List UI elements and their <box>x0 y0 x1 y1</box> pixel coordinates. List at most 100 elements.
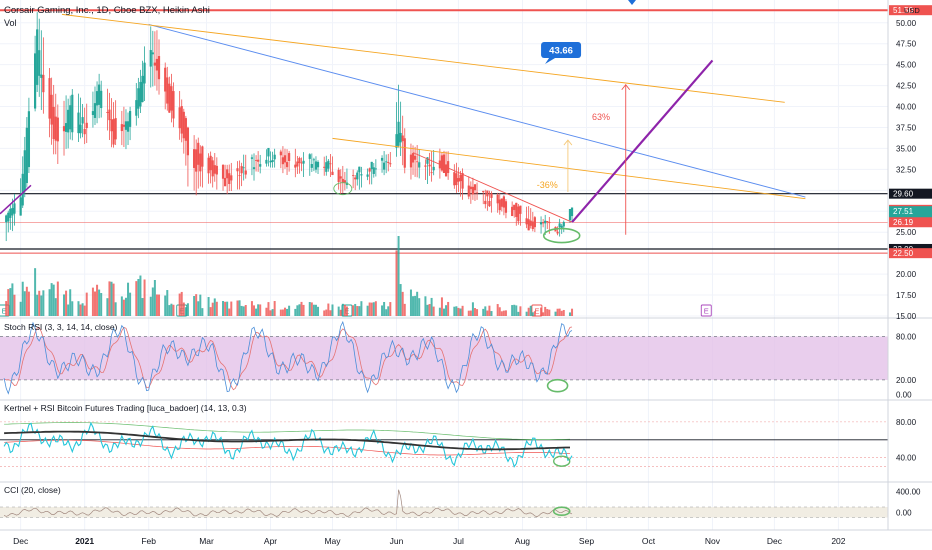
earnings-marker[interactable] <box>700 304 712 317</box>
kertnel-rsi-title[interactable]: Kertnel + RSI Bitcoin Futures Trading [l… <box>4 403 247 413</box>
candle-body <box>93 103 97 118</box>
highlight-ellipse-may[interactable] <box>333 182 353 196</box>
candle-body <box>157 56 161 80</box>
scroll-marker-icon[interactable] <box>628 0 636 5</box>
trend-line-blue[interactable] <box>148 23 806 198</box>
volume-bar <box>34 268 37 316</box>
volume-bar <box>366 305 369 316</box>
candle-body <box>240 166 243 174</box>
volume-bar <box>271 309 274 316</box>
symbol-title[interactable]: Corsair Gaming, Inc., 1D, Cboe BZX, Heik… <box>4 5 210 16</box>
volume-bar <box>201 308 204 316</box>
volume-bar <box>416 291 419 316</box>
measure-arrowhead-63 <box>621 84 631 91</box>
candle-body <box>164 67 167 92</box>
candle-body <box>230 175 233 181</box>
volume-bar <box>255 308 258 316</box>
candle-body <box>221 165 225 179</box>
stoch-tick-label: 20.00 <box>896 376 917 385</box>
volume-bar <box>356 306 359 316</box>
volume-bar <box>308 302 311 316</box>
candle-body <box>331 171 334 176</box>
highlight-ellipse-kertnel[interactable] <box>553 455 571 467</box>
cci-line[interactable] <box>3 489 573 518</box>
candle-body <box>180 106 183 134</box>
candle-body <box>13 203 16 214</box>
candle-body <box>548 222 551 224</box>
trend-line-orange-upper[interactable] <box>61 13 785 103</box>
candle-body <box>533 217 536 228</box>
volume-bar <box>81 303 84 316</box>
cci-pane[interactable] <box>0 489 888 518</box>
candle-body <box>403 138 406 168</box>
volume-bar <box>21 281 24 316</box>
volume-bar <box>110 281 113 316</box>
trend-line-red-descending[interactable] <box>412 152 573 223</box>
highlight-ellipse-stoch[interactable] <box>546 378 569 393</box>
candle-body <box>285 162 289 168</box>
candle-body <box>498 199 501 211</box>
stoch-rsi-title[interactable]: Stoch RSI (3, 3, 14, 14, close) <box>4 322 118 332</box>
candle-body <box>23 150 26 191</box>
volume-pane <box>5 236 574 316</box>
candle-body <box>488 201 491 207</box>
volume-bar <box>226 301 229 316</box>
stoch-d-line[interactable] <box>3 326 573 391</box>
candle-body <box>457 178 460 182</box>
cci-title[interactable]: CCI (20, close) <box>4 485 61 495</box>
volume-bar <box>482 308 485 316</box>
volume-bar <box>244 305 247 316</box>
candle-body <box>213 165 216 174</box>
kertnel-upper-band[interactable] <box>4 422 571 440</box>
candle-body <box>149 50 152 67</box>
candle-body <box>182 111 185 139</box>
volume-bar <box>343 304 346 316</box>
candle-body <box>484 200 487 205</box>
trend-line-orange-lower[interactable] <box>332 137 806 200</box>
volume-bar <box>124 297 127 316</box>
volume-bar <box>135 281 138 316</box>
highlight-ellipse-aug[interactable] <box>542 227 581 244</box>
candle-body <box>83 128 86 135</box>
stoch-rsi-pane[interactable] <box>0 320 888 395</box>
stoch-k-line[interactable] <box>3 320 573 395</box>
price-label-tag <box>889 5 932 16</box>
kertnel-lower-band[interactable] <box>4 439 571 456</box>
volume-bar <box>9 288 12 316</box>
candle-body <box>467 185 470 197</box>
volume-bar <box>412 296 415 316</box>
candle-body <box>186 127 190 156</box>
volume-bar <box>11 283 14 316</box>
candle-body <box>387 162 390 163</box>
time-tick-label: 2021 <box>75 536 94 546</box>
kertnel-mid-line[interactable] <box>4 430 570 451</box>
volume-bar <box>296 305 299 316</box>
price-tick-label: 47.50 <box>896 40 917 49</box>
volume-bar <box>52 284 55 316</box>
price-label-value: 22.50 <box>893 249 914 258</box>
volume-bar <box>453 306 456 316</box>
volume-bar <box>83 305 86 316</box>
trend-line-purple-left[interactable] <box>0 184 32 215</box>
volume-bar <box>137 279 140 316</box>
projection-line-purple[interactable] <box>571 59 714 223</box>
candle-body <box>21 173 24 206</box>
highlight-ellipse-cci[interactable] <box>552 506 571 517</box>
time-tick-label: Mar <box>199 536 214 546</box>
candle-body <box>562 222 565 227</box>
volume-bar <box>531 312 534 316</box>
candle-body <box>447 161 450 173</box>
drawing-tools-layer[interactable]: 63% -36% 43.66 <box>0 13 806 244</box>
kertnel-rsi-pane[interactable] <box>0 421 888 468</box>
volume-bar <box>527 307 530 316</box>
candle-body <box>168 83 171 113</box>
time-tick-label: Nov <box>705 536 721 546</box>
candle-body <box>539 222 543 225</box>
time-tick-label: Aug <box>515 536 530 546</box>
candle-body <box>490 193 493 198</box>
callout-box[interactable] <box>541 42 582 59</box>
candle-body <box>5 215 8 223</box>
candle-body <box>114 118 117 140</box>
